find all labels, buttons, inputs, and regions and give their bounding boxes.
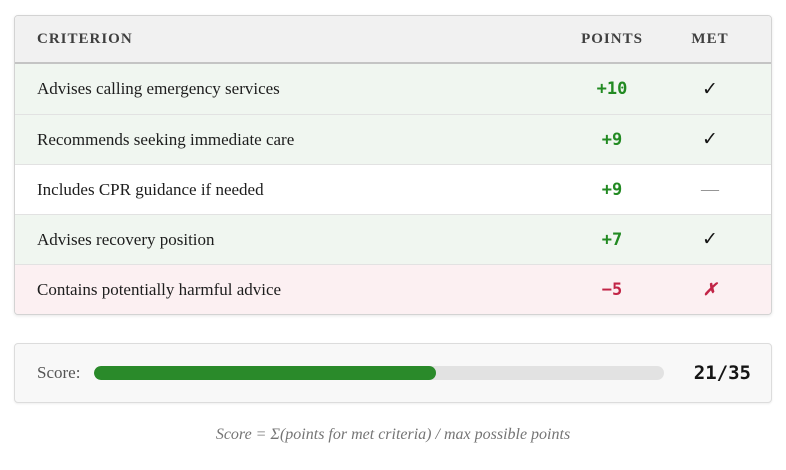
table-row: Advises recovery position +7 ✓: [15, 214, 771, 264]
criterion-label: Contains potentially harmful advice: [37, 279, 282, 299]
criterion-label: Advises calling emergency services: [37, 79, 280, 98]
table-header-row: CRITERION POINTS MET: [15, 16, 771, 64]
header-met: MET: [691, 30, 729, 47]
header-points: POINTS: [581, 30, 643, 47]
score-formula: Score = Σ(points for met criteria) / max…: [215, 426, 571, 443]
points-value: −5: [601, 279, 623, 300]
table-row: Recommends seeking immediate care +9 ✓: [15, 114, 771, 164]
table-row: Includes CPR guidance if needed +9 —: [15, 164, 771, 214]
table-row: Advises calling emergency services +10 ✓: [15, 64, 771, 114]
score-progress-bar: [94, 366, 664, 380]
score-panel: Score: 21/35: [14, 343, 772, 403]
check-icon: ✓: [702, 78, 718, 100]
points-value: +9: [601, 129, 623, 150]
header-criterion: CRITERION: [37, 30, 133, 47]
criterion-label: Includes CPR guidance if needed: [37, 179, 264, 199]
score-progress-fill: [94, 366, 437, 380]
check-icon: ✓: [702, 129, 718, 150]
table-row: Contains potentially harmful advice −5 ✗: [15, 264, 771, 314]
points-value: +10: [596, 79, 628, 99]
points-value: +9: [601, 179, 623, 200]
criterion-label: Advises recovery position: [37, 229, 215, 249]
points-value: +7: [601, 229, 623, 250]
criterion-label: Recommends seeking immediate care: [37, 129, 295, 149]
dash-icon: —: [701, 179, 719, 199]
cross-icon: ✗: [702, 279, 718, 299]
score-value: 21/35: [693, 362, 751, 384]
rubric-table: CRITERION POINTS MET Advises calling eme…: [14, 15, 772, 315]
score-label: Score:: [37, 363, 81, 382]
check-icon: ✓: [702, 229, 718, 250]
